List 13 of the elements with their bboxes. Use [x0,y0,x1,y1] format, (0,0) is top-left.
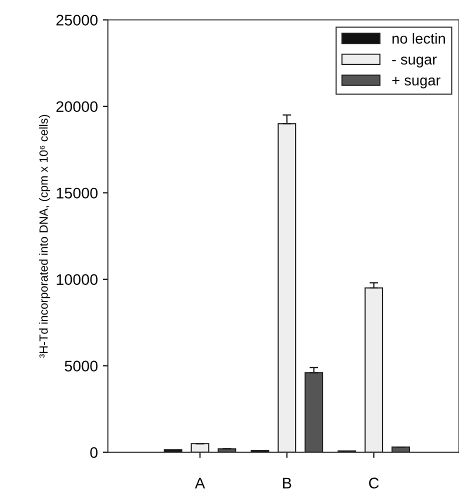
y-tick-label: 15000 [56,188,98,199]
y-tick-label: 10000 [56,274,98,285]
y-axis-title: ³H-Td incorporated into DNA, (cpm x 10⁶ cells) [39,114,50,358]
y-tick-label: 20000 [56,101,98,112]
x-tick-label: A [194,478,206,488]
legend-label: no lectin [392,33,445,44]
y-tick-label: 5000 [64,360,98,372]
x-tick-label: C [369,478,379,488]
x-tick-label: B [283,478,292,488]
legend-label: + sugar [392,76,440,88]
y-tick-label: 25000 [56,14,98,26]
y-tick-label: 0 [90,447,98,458]
legend-label: - sugar [392,56,437,68]
